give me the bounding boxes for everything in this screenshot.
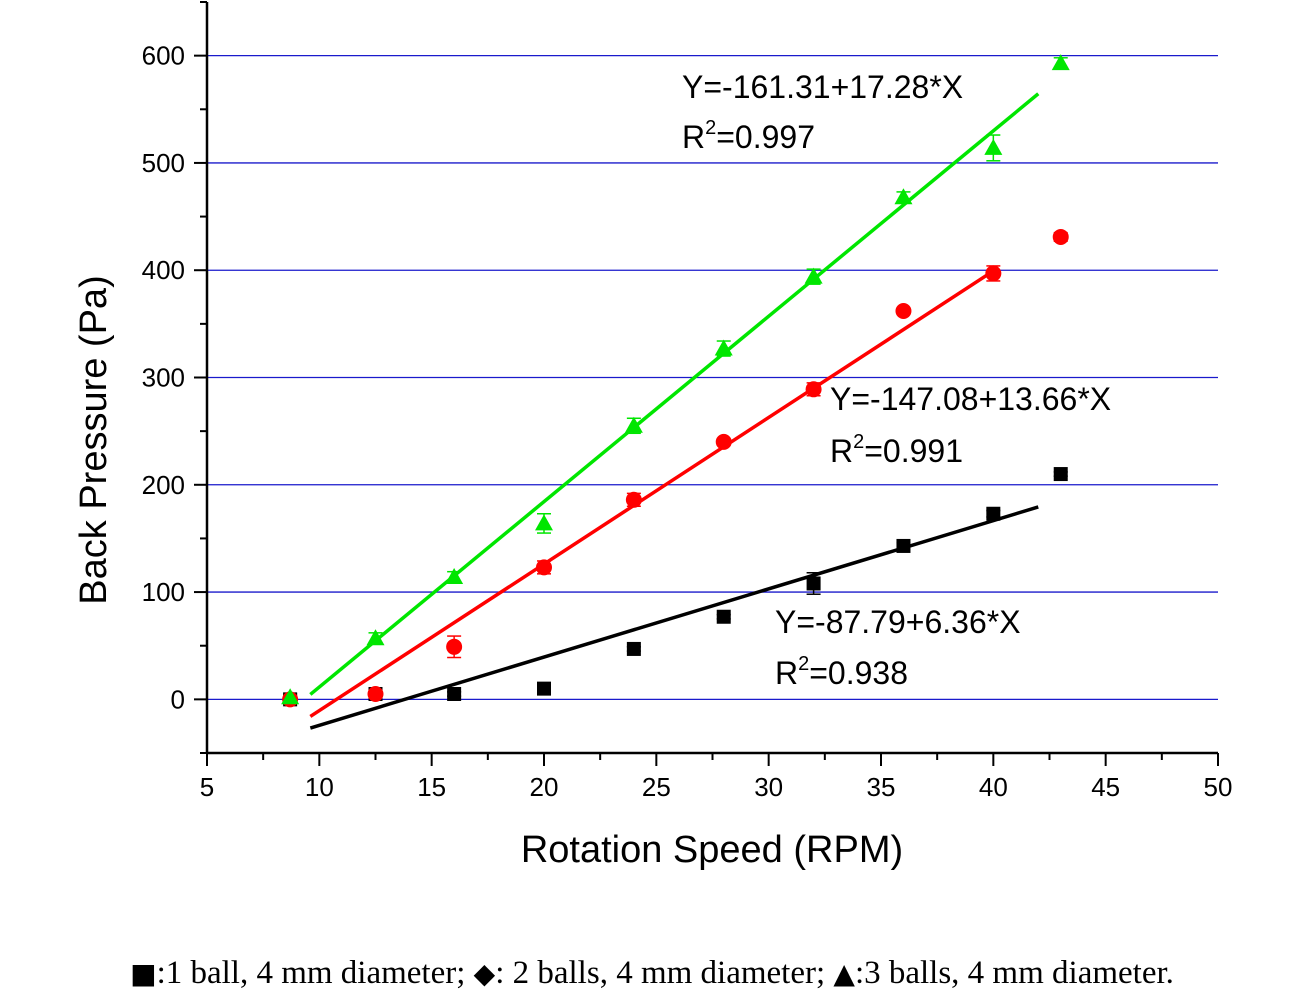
point-circle-4 [625, 491, 642, 508]
x-tick-label-20: 20 [530, 772, 559, 802]
chart: 0 100 200 300 400 500 600 5 10 15 20 25 30 35 40 45 50 B… [73, 1, 1233, 871]
r2-3-balls: R2=0.997 [682, 117, 815, 155]
legend-entry-1-ball: :1 ball, 4 mm diameter; [156, 955, 474, 991]
point-triangle-8 [984, 138, 1003, 155]
x-tick-label-10: 10 [305, 772, 334, 802]
point-circle-6 [805, 381, 822, 398]
legend-entry-2-balls: : 2 balls, 4 mm diameter; [495, 955, 834, 991]
fit-line-triangle [309, 92, 1040, 696]
legend-entry-3-balls: :3 balls, 4 mm diameter. [854, 955, 1174, 991]
r2-1-ball-value: =0.938 [809, 655, 908, 691]
r2-3-balls-r: R [682, 119, 705, 155]
point-triangle-3 [535, 514, 553, 531]
point-circle-5 [715, 433, 732, 450]
point-triangle-0 [281, 688, 300, 705]
data-points [281, 54, 1070, 708]
equation-2-balls: Y=-147.08+13.66*X [830, 381, 1111, 417]
r2-2-balls-value: =0.991 [864, 433, 963, 469]
y-tick-label-500: 500 [142, 148, 185, 178]
x-tick-label-45: 45 [1091, 772, 1120, 802]
point-circle-2 [446, 638, 463, 655]
x-tick-label-5: 5 [200, 772, 214, 802]
r2-1-ball-sup: 2 [798, 653, 809, 675]
x-tick-label-25: 25 [642, 772, 671, 802]
x-tick-label-50: 50 [1204, 772, 1233, 802]
x-tick-label-35: 35 [867, 772, 896, 802]
point-circle-7 [895, 302, 912, 319]
r2-2-balls-r: R [830, 433, 853, 469]
y-tick-label-400: 400 [142, 255, 185, 285]
fit-lines [309, 92, 1040, 730]
tick-labels: 0 100 200 300 400 500 600 5 10 15 20 25 30 35 40 45 50 [142, 41, 1233, 802]
square-marker-icon: ■ [130, 957, 157, 990]
x-tick-label-30: 30 [754, 772, 783, 802]
r2-3-balls-value: =0.997 [716, 119, 815, 155]
y-tick-label-300: 300 [142, 363, 185, 393]
point-triangle-4 [624, 416, 643, 433]
point-triangle-1 [366, 629, 385, 646]
r2-2-balls: R2=0.991 [830, 431, 963, 469]
r2-2-balls-sup: 2 [853, 431, 864, 453]
fit-line-circle [309, 269, 995, 718]
point-square-7 [896, 538, 911, 553]
triangle-marker-icon: ▲ [833, 957, 855, 990]
x-tick-label-40: 40 [979, 772, 1008, 802]
diamond-marker-icon: ◆ [473, 957, 496, 990]
point-triangle-7 [894, 188, 913, 205]
r2-1-ball: R2=0.938 [775, 653, 908, 691]
point-circle-3 [536, 559, 552, 576]
r2-1-ball-r: R [775, 655, 798, 691]
point-square-9 [1053, 467, 1068, 482]
equation-1-ball: Y=-87.79+6.36*X [775, 604, 1021, 640]
x-axis-label: Rotation Speed (RPM) [521, 829, 903, 871]
legend-caption: ■:1 ball, 4 mm diameter; ◆: 2 balls, 4 m… [0, 955, 1304, 992]
fit-line-square [309, 505, 1039, 730]
axes [194, 1, 1219, 766]
point-circle-1 [367, 685, 384, 702]
point-triangle-2 [445, 568, 464, 585]
point-square-2 [447, 686, 462, 701]
point-triangle-9 [1051, 54, 1070, 71]
point-square-3 [537, 681, 551, 696]
point-triangle-5 [714, 339, 733, 356]
point-square-4 [626, 641, 641, 656]
gridlines [207, 54, 1218, 701]
y-tick-label-200: 200 [142, 470, 185, 500]
point-circle-9 [1052, 228, 1069, 245]
r2-3-balls-sup: 2 [705, 117, 716, 139]
point-circle-8 [985, 265, 1002, 282]
equation-3-balls: Y=-161.31+17.28*X [682, 69, 963, 105]
point-triangle-6 [804, 267, 823, 284]
y-tick-label-600: 600 [142, 41, 185, 71]
point-square-8 [986, 506, 1001, 521]
x-tick-label-15: 15 [417, 772, 446, 802]
point-square-5 [716, 609, 731, 624]
y-tick-label-100: 100 [142, 577, 185, 607]
y-tick-label-0: 0 [171, 684, 185, 714]
point-square-6 [806, 576, 821, 591]
y-axis-label: Back Pressure (Pa) [73, 275, 115, 604]
